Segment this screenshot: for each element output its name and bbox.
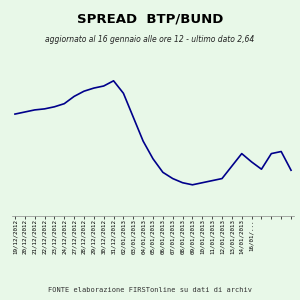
Text: SPREAD  BTP/BUND: SPREAD BTP/BUND <box>77 12 223 25</box>
Text: FONTE elaborazione FIRSTonline su dati di archiv: FONTE elaborazione FIRSTonline su dati d… <box>48 286 252 292</box>
Text: aggiornato al 16 gennaio alle ore 12 - ultimo dato 2,64: aggiornato al 16 gennaio alle ore 12 - u… <box>45 34 255 43</box>
